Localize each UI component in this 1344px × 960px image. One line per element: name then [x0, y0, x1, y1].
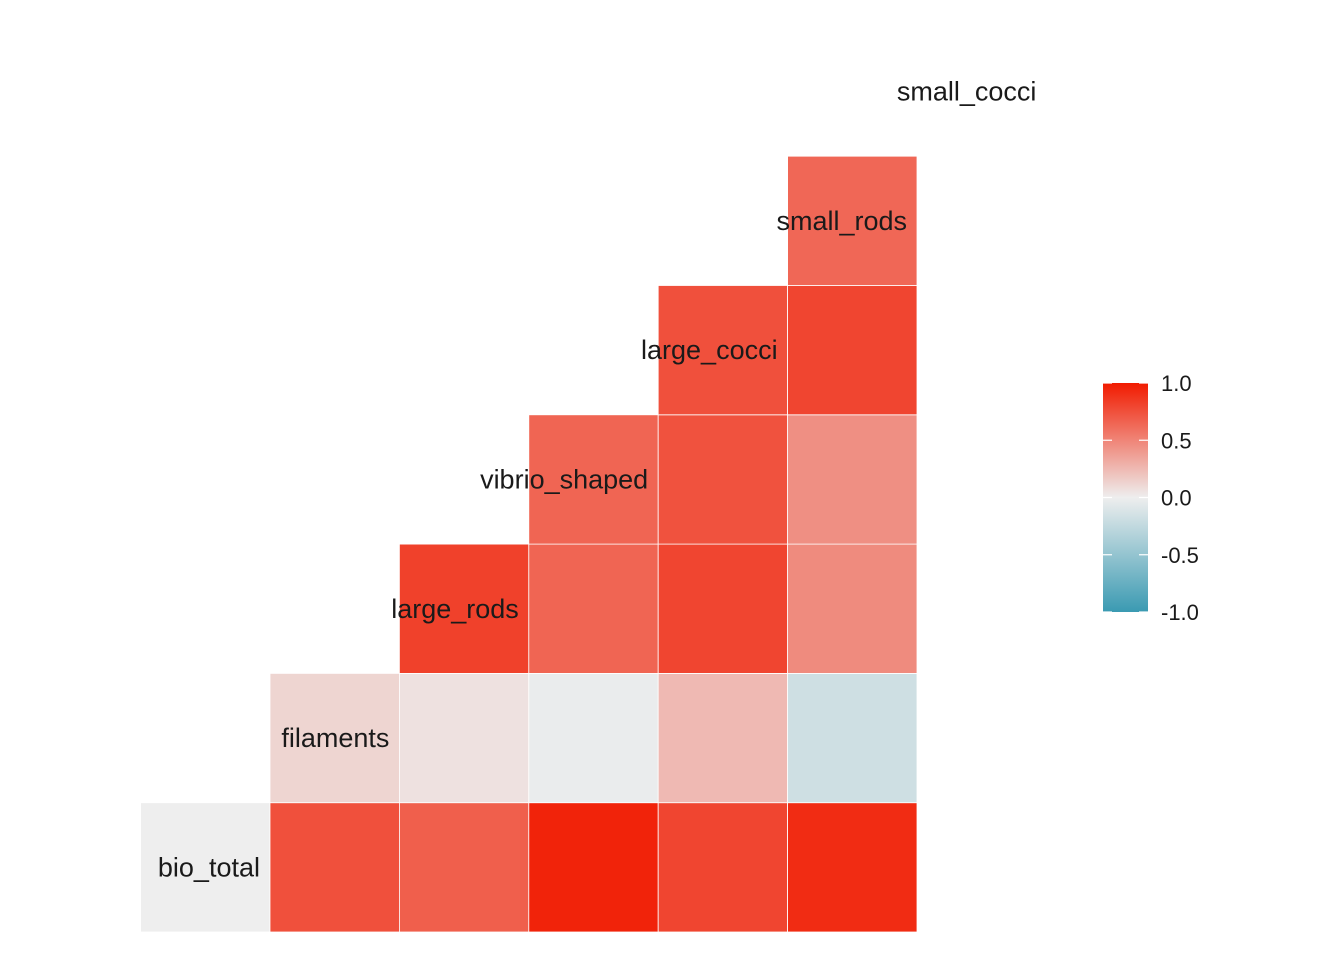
cell-bio_total-small_rods [787, 802, 918, 933]
legend-tick-label: 0.0 [1161, 486, 1192, 511]
cell-vibrio_shaped-small_rods [787, 414, 918, 545]
cell-large_rods-vibrio_shaped [528, 543, 659, 674]
cell-filaments-filaments [269, 673, 400, 804]
cell-bio_total-large_rods [398, 802, 530, 933]
legend-tick-label: 1.0 [1161, 371, 1192, 396]
color-legend: 1.0 0.5 0.0 -0.5 -1.0 [1103, 371, 1199, 625]
cell-filaments-large_rods [398, 673, 530, 804]
variable-label-large_rods: large_rods [391, 594, 519, 624]
cell-bio_total-bio_total [140, 802, 271, 933]
variable-label-bio_total: bio_total [158, 852, 260, 882]
legend-tick-label: 0.5 [1161, 428, 1192, 453]
cell-bio_total-filaments [269, 802, 400, 933]
variable-label-vibrio_shaped: vibrio_shaped [480, 464, 648, 494]
cell-filaments-small_rods [787, 673, 918, 804]
cell-vibrio_shaped-large_cocci [657, 414, 789, 545]
cell-large_rods-small_rods [787, 543, 918, 674]
cell-large_rods-large_rods [398, 543, 530, 674]
cell-large_cocci-large_cocci [657, 285, 789, 416]
cell-bio_total-large_cocci [657, 802, 789, 933]
cell-large_cocci-small_rods [787, 285, 918, 416]
cell-small_rods-small_rods [787, 155, 918, 286]
legend-tick-label: -1.0 [1161, 600, 1199, 625]
cell-filaments-vibrio_shaped [528, 673, 659, 804]
variable-labels: bio_total filaments large_rods vibrio_shape… [158, 77, 1036, 883]
heatmap-cells [140, 155, 918, 933]
cell-bio_total-vibrio_shaped [528, 802, 659, 933]
legend-ticks: 1.0 0.5 0.0 -0.5 -1.0 [1103, 371, 1199, 625]
cell-large_rods-large_cocci [657, 543, 789, 674]
cell-filaments-large_cocci [657, 673, 789, 804]
cell-vibrio_shaped-vibrio_shaped [528, 414, 659, 545]
variable-label-large_cocci: large_cocci [641, 335, 778, 365]
variable-label-small_cocci: small_cocci [897, 77, 1037, 107]
variable-label-filaments: filaments [281, 723, 389, 753]
variable-label-small_rods: small_rods [776, 206, 907, 236]
legend-tick-label: -0.5 [1161, 543, 1199, 568]
